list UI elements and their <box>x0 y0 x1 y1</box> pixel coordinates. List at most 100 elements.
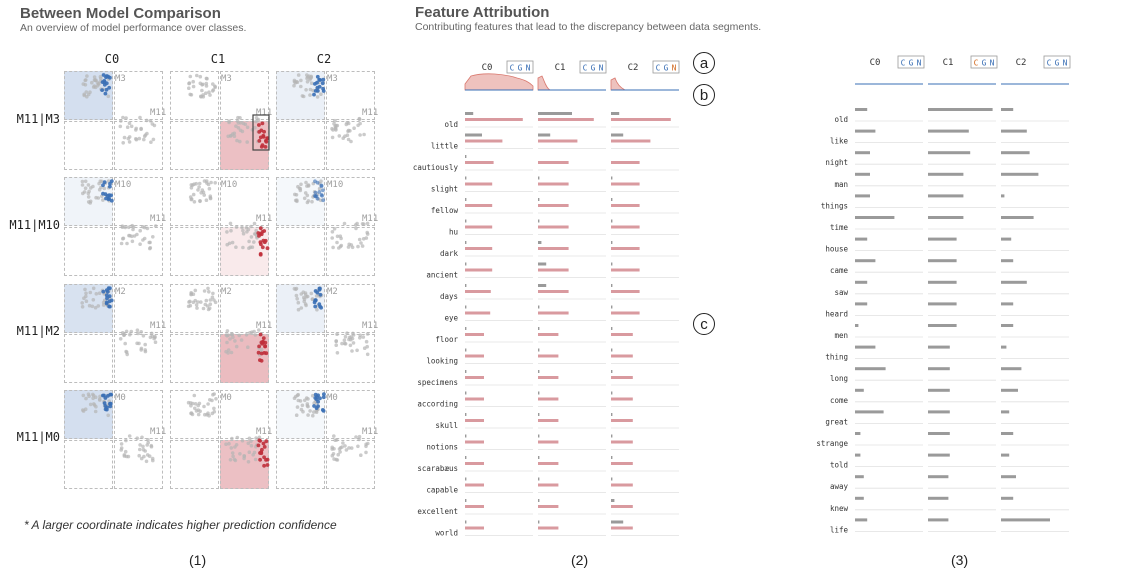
scatter-cell[interactable]: M3 M11 <box>170 71 272 171</box>
scatter-cell[interactable]: M10 M11 <box>276 177 378 277</box>
panel3-bar <box>855 151 870 155</box>
scatter-cell[interactable]: M3 M11 <box>276 71 378 171</box>
panel3-feature-label: strange <box>816 439 848 448</box>
scatter-point <box>142 454 146 459</box>
scatter-point <box>208 298 213 302</box>
panel2-bar-pink <box>465 376 484 379</box>
scatter-point <box>123 449 128 454</box>
scatter-point <box>338 450 342 454</box>
scatter-point <box>308 409 312 413</box>
panel2-bar-pink <box>465 268 493 272</box>
scatter-point <box>106 94 111 99</box>
scatter-cell[interactable]: M2 M11 <box>64 284 166 384</box>
scatter-point <box>333 127 338 131</box>
scatter-point <box>207 186 212 191</box>
scatter-point <box>230 436 234 441</box>
panel2-bar-gray <box>465 133 482 137</box>
scatter-point-highlight <box>263 145 268 149</box>
scatter-point <box>213 181 217 185</box>
panel2-bar-pink <box>538 311 569 315</box>
scatter-point <box>97 397 102 401</box>
scatter-point <box>188 74 193 79</box>
scatter-cell[interactable]: M2 M11 <box>170 284 272 384</box>
panel2-feature-label: specimens <box>417 378 458 387</box>
panel2-toggle-letter: C <box>510 64 515 73</box>
scatter-point <box>198 199 202 204</box>
panel3-feature-label: come <box>830 396 849 405</box>
scatter-cell[interactable]: M0 M11 <box>64 390 166 490</box>
scatter-point <box>304 88 308 92</box>
panel2-toggle-letter: G <box>591 64 596 73</box>
scatter-point <box>340 445 344 449</box>
scatter-point-highlight <box>322 392 326 397</box>
panel2-bar-gray <box>538 456 540 459</box>
scatter-point <box>342 338 347 342</box>
panel3-bar <box>855 216 895 219</box>
panel2-bar-pink <box>465 290 491 293</box>
panel3-bar <box>855 129 876 133</box>
panel3-bar <box>855 345 876 349</box>
scatter-point <box>296 184 300 189</box>
scatter-point <box>231 454 235 459</box>
scatter-point <box>212 298 216 302</box>
scatter-quadrant <box>114 440 163 489</box>
panel2-bar-gray <box>465 499 467 502</box>
panel3-feature-label: house <box>825 245 848 254</box>
scatter-points <box>292 73 366 144</box>
panel2-bar-gray <box>611 133 624 137</box>
panel2-bar-pink <box>611 204 640 207</box>
scatter-point <box>91 85 96 89</box>
scatter-point <box>232 457 237 462</box>
scatter-point-highlight <box>320 81 325 86</box>
panel2-toggle-letter: G <box>518 64 523 73</box>
scatter-point <box>121 236 125 241</box>
panel2-feature-label: scarabæus <box>417 464 458 473</box>
scatter-point <box>193 288 198 293</box>
panel2-bar-gray <box>611 348 613 352</box>
panel3-bar <box>1001 388 1018 392</box>
panel2-bar-gray <box>538 370 540 373</box>
panel3-feature-label: saw <box>834 288 848 297</box>
scatter-point <box>314 294 319 298</box>
scatter-point <box>149 140 153 144</box>
scatter-cell[interactable]: M10 M11 <box>170 177 272 277</box>
panel3-feature-label: away <box>830 482 849 491</box>
scatter-point <box>225 334 229 338</box>
scatter-quadrant <box>170 390 219 439</box>
scatter-point <box>207 290 211 294</box>
scatter-point-highlight <box>258 240 263 245</box>
scatter-cell[interactable]: M10 M11 <box>64 177 166 277</box>
scatter-point-highlight <box>321 188 325 193</box>
panel3-feature-label: old <box>834 115 848 124</box>
scatter-point <box>341 441 345 445</box>
scatter-cell[interactable]: M2 M11 <box>276 284 378 384</box>
scatter-model-label: M10 <box>221 180 238 190</box>
panel2-bar-gray <box>465 456 467 459</box>
panel3-bar <box>1001 302 1014 306</box>
scatter-cell[interactable]: M3 M11 <box>64 71 166 171</box>
panel3-bar <box>1001 496 1014 500</box>
scatter-point <box>350 349 354 353</box>
scatter-cell[interactable]: M0 M11 <box>170 390 272 490</box>
scatter-point <box>127 233 131 238</box>
panel1-row-label-2: M11|M2 <box>16 324 60 338</box>
panel2-bar-gray <box>465 520 467 524</box>
panel2-bar-gray <box>465 413 467 416</box>
panel2-bar-gray <box>538 133 551 137</box>
panel2-title: Feature Attribution <box>415 4 550 21</box>
scatter-point <box>214 397 218 401</box>
scatter-cell[interactable]: M0 M11 <box>276 390 378 490</box>
scatter-point <box>346 129 350 134</box>
scatter-points <box>187 73 270 151</box>
scatter-point-highlight <box>101 73 106 77</box>
panel2-bar-pink <box>611 247 640 250</box>
panel2-bar-gray <box>538 112 572 115</box>
scatter-point <box>137 136 142 141</box>
scatter-point <box>148 246 153 250</box>
panel3-toggle-letter: N <box>1063 59 1068 68</box>
scatter-point <box>87 189 91 194</box>
scatter-point <box>331 128 335 132</box>
scatter-model-label: M3 <box>115 74 126 84</box>
scatter-point <box>241 231 246 236</box>
scatter-point-highlight <box>315 74 320 79</box>
